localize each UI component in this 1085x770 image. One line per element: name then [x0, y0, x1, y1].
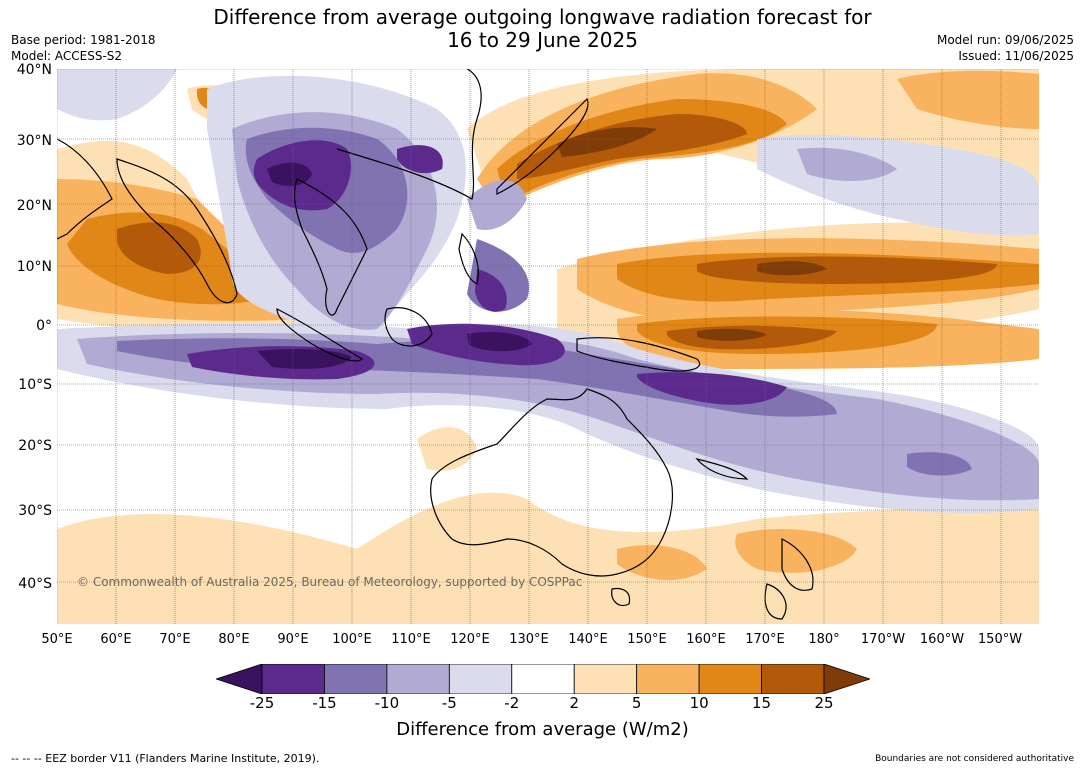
colorbar-extend-low — [216, 664, 263, 694]
lon-label-170e: 170°E — [745, 632, 785, 647]
colorbar-tick-label: 25 — [814, 694, 834, 712]
lon-label-130e: 130°E — [509, 632, 549, 647]
lon-label-140e: 140°E — [568, 632, 608, 647]
eez-border-note: -- -- -- EEZ border V11 (Flanders Marine… — [11, 752, 320, 765]
colorbar-tick-label: -25 — [249, 694, 275, 712]
anomaly-field-negative-lt25 — [257, 162, 532, 369]
meta-left: Base period: 1981-2018 Model: ACCESS-S2 — [11, 32, 156, 64]
lon-label-150e: 150°E — [627, 632, 667, 647]
colorbar-cell — [261, 664, 325, 694]
colorbar-extend-high — [823, 664, 870, 694]
colorbar-cell — [386, 664, 450, 694]
colorbar-tick-label: 15 — [752, 694, 772, 712]
colorbar-cell — [698, 664, 762, 694]
colorbar-cell — [761, 664, 825, 694]
colorbar-tick-label: 10 — [689, 694, 709, 712]
model-run: Model run: 09/06/2025 — [936, 33, 1074, 47]
lat-label-20s: 20°S — [18, 438, 52, 454]
lat-label-30s: 30°S — [18, 503, 52, 519]
lon-label-70e: 70°E — [159, 632, 191, 647]
lat-label-30n: 30°N — [16, 133, 52, 149]
lon-label-120e: 120°E — [450, 632, 490, 647]
colorbar-cell — [324, 664, 388, 694]
anomaly-field-positive-gt25 — [557, 127, 827, 341]
colorbar — [216, 664, 870, 694]
coastlines — [57, 69, 814, 620]
lon-label-60e: 60°E — [100, 632, 132, 647]
model-name: Model: ACCESS-S2 — [11, 49, 123, 63]
lon-label-100e: 100°E — [332, 632, 372, 647]
base-period: Base period: 1981-2018 — [11, 33, 156, 47]
colorbar-tick-label: 2 — [569, 694, 579, 712]
olr-anomaly-map: © Commonwealth of Australia 2025, Bureau… — [57, 69, 1039, 624]
map-title-line1: Difference from average outgoing longwav… — [213, 5, 872, 29]
lat-label-10s: 10°S — [18, 377, 52, 393]
colorbar-tick-label: 5 — [631, 694, 642, 712]
lon-label-160e: 160°E — [686, 632, 726, 647]
lat-label-40n: 40°N — [16, 62, 52, 78]
lon-label-50e: 50°E — [41, 632, 73, 647]
colorbar-tick-label: -5 — [441, 694, 457, 712]
colorbar-cell — [573, 664, 638, 694]
lon-label-80e: 80°E — [218, 632, 250, 647]
lon-label-150w: 150°W — [977, 632, 1023, 647]
lat-label-0: 0° — [36, 318, 52, 334]
lon-label-170w: 170°W — [860, 632, 906, 647]
meta-right: Model run: 09/06/2025 Issued: 11/06/2025 — [937, 32, 1074, 64]
colorbar-cell — [448, 664, 513, 694]
colorbar-label: Difference from average (W/m2) — [396, 719, 689, 740]
colorbar-cell — [511, 664, 575, 694]
colorbar-tick-label: -2 — [504, 694, 520, 712]
lat-label-10n: 10°N — [16, 259, 52, 275]
lon-label-160w: 160°W — [919, 632, 965, 647]
colorbar-tick-label: -15 — [312, 694, 337, 712]
lon-label-180: 180° — [808, 632, 840, 647]
lat-label-40s: 40°S — [18, 576, 52, 592]
graticule — [57, 69, 1039, 624]
issued-date: Issued: 11/06/2025 — [958, 49, 1074, 63]
boundaries-disclaimer: Boundaries are not considered authoritat… — [875, 754, 1074, 764]
lon-label-90e: 90°E — [277, 632, 309, 647]
lat-label-20n: 20°N — [16, 198, 52, 214]
colorbar-tick-label: -10 — [374, 694, 400, 712]
lon-label-110e: 110°E — [391, 632, 431, 647]
map-title-line2: 16 to 29 June 2025 — [447, 28, 638, 52]
copyright-notice: © Commonwealth of Australia 2025, Bureau… — [77, 575, 582, 589]
colorbar-cell — [636, 664, 700, 694]
